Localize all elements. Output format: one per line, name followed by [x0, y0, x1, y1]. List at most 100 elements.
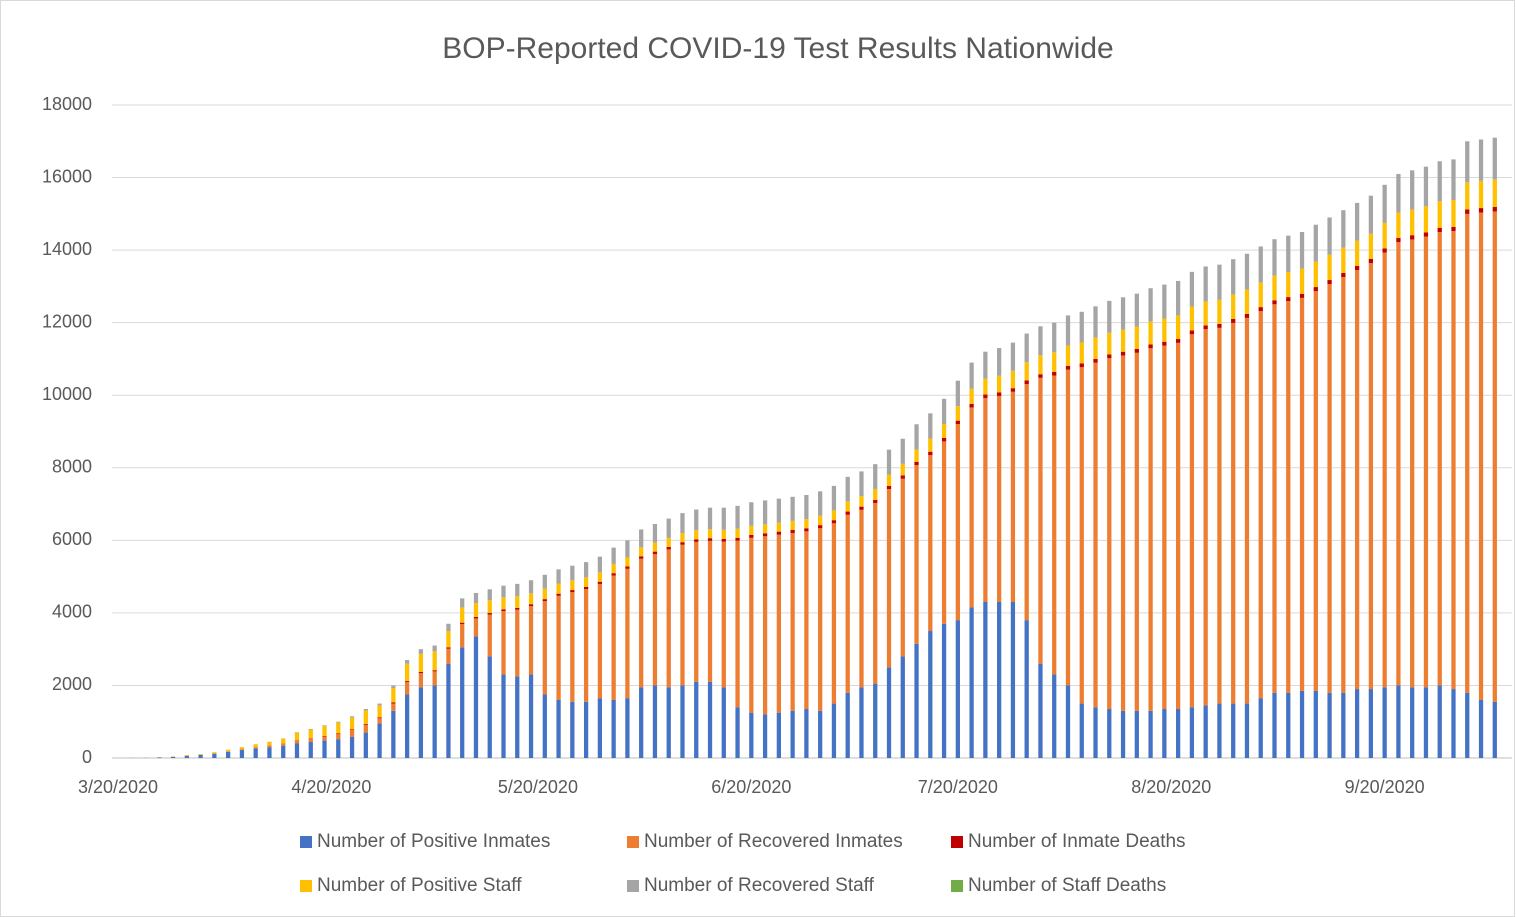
- bar-segment: [776, 712, 781, 758]
- bar-segment: [969, 388, 974, 404]
- bar-segment: [1134, 710, 1139, 758]
- bar-segment: [818, 515, 823, 526]
- bar-segment: [941, 398, 947, 425]
- bar-segment: [1299, 268, 1305, 294]
- bar-segment: [1478, 699, 1484, 758]
- bar-segment: [377, 718, 382, 724]
- bar-segment: [1162, 345, 1167, 710]
- y-tick-label: 16000: [42, 166, 92, 186]
- bar-segment: [1410, 209, 1415, 236]
- bar-segment: [253, 748, 258, 758]
- bar-segment: [694, 539, 699, 542]
- bar-segment: [1065, 315, 1071, 346]
- legend-label: Number of Inmate Deaths: [968, 831, 1186, 852]
- bar-segment: [955, 406, 960, 421]
- bar-segment: [1451, 159, 1456, 200]
- bar-segment: [1423, 166, 1429, 207]
- bar-segment: [1272, 275, 1277, 301]
- bar-segment: [322, 740, 327, 758]
- bar-segment: [404, 681, 410, 683]
- bar-segment: [460, 598, 465, 608]
- bar-segment: [666, 546, 671, 550]
- bar-segment: [1272, 692, 1277, 758]
- bar-segment: [1093, 337, 1098, 359]
- bar-segment: [281, 745, 286, 758]
- bar-segment: [336, 734, 341, 740]
- bar-segment: [1162, 284, 1167, 319]
- bar-segment: [556, 699, 561, 758]
- bar-segment: [1217, 264, 1222, 300]
- bar-segment: [941, 424, 947, 438]
- x-tick-label: 5/20/2020: [498, 777, 578, 797]
- bar-segment: [1120, 355, 1126, 711]
- bar-segment: [1354, 240, 1360, 267]
- bar-segment: [1010, 391, 1016, 603]
- bar-segment: [1134, 326, 1139, 350]
- bar-segment: [625, 566, 630, 569]
- bar-segment: [1327, 284, 1332, 693]
- bar-segment: [1038, 663, 1043, 758]
- legend-swatch: [627, 836, 639, 848]
- bar-segment: [804, 528, 809, 532]
- bar-segment: [1120, 297, 1126, 330]
- bar-segment: [226, 749, 231, 752]
- bar-segment: [955, 424, 960, 621]
- bar-segment: [1217, 703, 1222, 758]
- bar-segment: [184, 755, 189, 758]
- bar-segment: [1272, 300, 1277, 305]
- bar-segment: [542, 599, 547, 602]
- bar-segment: [308, 729, 313, 739]
- bar-segment: [1451, 231, 1456, 690]
- bar-segment: [873, 503, 878, 684]
- bar-segment: [1148, 710, 1153, 758]
- bar-segment: [1231, 294, 1236, 319]
- bar-segment: [1217, 323, 1222, 328]
- bar-segment: [914, 449, 919, 462]
- bar-segment: [570, 592, 575, 702]
- bar-segment: [570, 565, 575, 581]
- bar-segment: [1107, 354, 1112, 359]
- bar-segment: [1451, 689, 1456, 758]
- bar-segment: [1410, 170, 1415, 210]
- bar-segment: [1368, 258, 1374, 264]
- bar-segment: [1327, 217, 1332, 255]
- bar-segment: [1437, 227, 1442, 233]
- bar-segment: [281, 743, 286, 746]
- bar-segment: [1478, 180, 1484, 209]
- bar-segment: [900, 463, 905, 476]
- bar-segment: [1024, 620, 1029, 758]
- bar-segment: [1052, 352, 1057, 372]
- bar-segment: [349, 736, 355, 758]
- bar-segment: [1038, 326, 1043, 356]
- bar-segment: [1396, 237, 1401, 243]
- bar-segment: [432, 645, 437, 652]
- bar-segment: [818, 528, 823, 711]
- bar-segment: [1203, 325, 1208, 330]
- bar-segment: [1244, 313, 1250, 318]
- bar-segment: [570, 580, 575, 591]
- bar-segment: [556, 595, 561, 700]
- bar-segment: [432, 651, 437, 671]
- bar-segment: [404, 663, 410, 682]
- bar-segment: [749, 537, 754, 713]
- bar-segment: [446, 648, 451, 664]
- bar-segment: [735, 505, 740, 529]
- bar-segment: [1396, 685, 1401, 758]
- bar-segment: [239, 749, 245, 751]
- bar-segment: [349, 716, 355, 718]
- bar-segment: [501, 597, 506, 610]
- bar-segment: [418, 687, 424, 758]
- bar-segment: [212, 753, 217, 758]
- bar-segment: [1231, 322, 1236, 704]
- bar-segment: [831, 485, 837, 511]
- bar-segment: [542, 601, 547, 695]
- bar-segment: [928, 413, 933, 439]
- bar-segment: [418, 653, 424, 673]
- bar-segment: [363, 709, 368, 711]
- bar-segment: [391, 702, 396, 704]
- bar-segment: [611, 563, 616, 574]
- bar-segment: [652, 554, 658, 686]
- bar-segment: [1368, 263, 1374, 690]
- bar-segment: [501, 674, 506, 758]
- bar-segment: [363, 724, 368, 733]
